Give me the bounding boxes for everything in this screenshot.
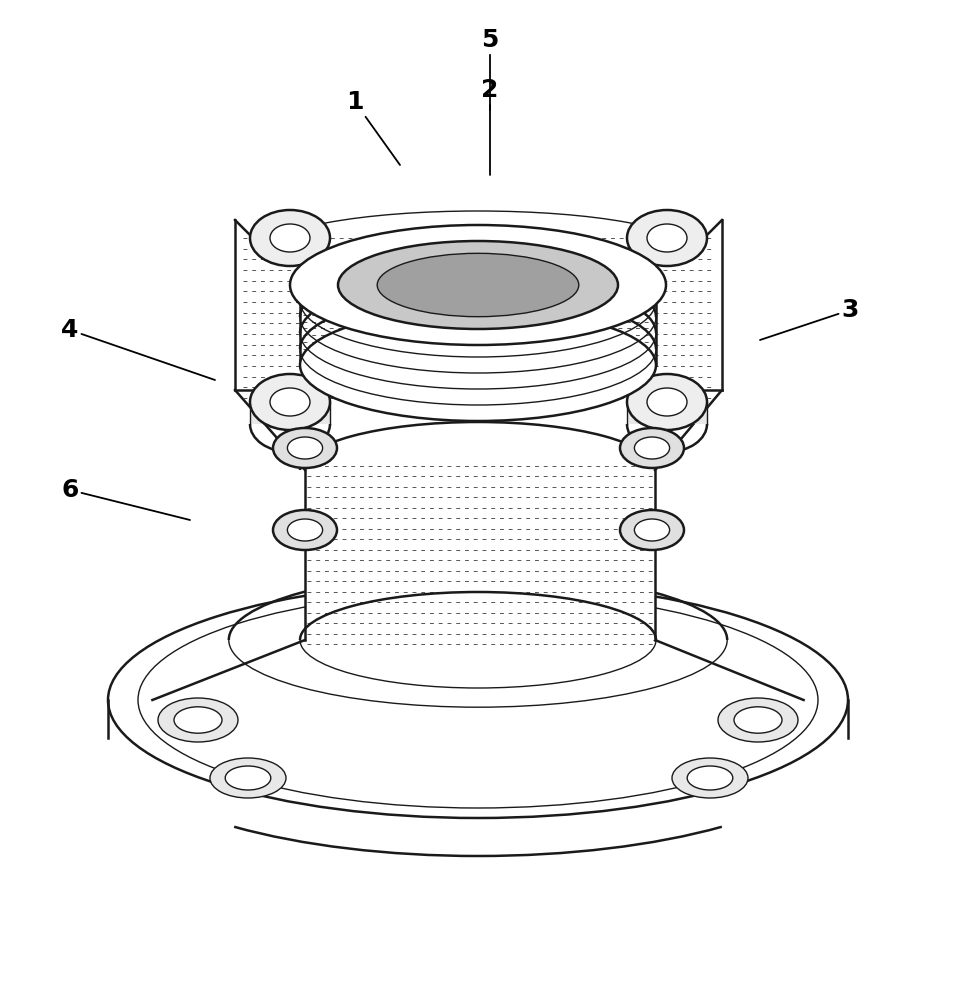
Ellipse shape (273, 510, 337, 550)
Ellipse shape (338, 241, 618, 329)
Ellipse shape (210, 758, 286, 798)
Text: 4: 4 (61, 318, 215, 380)
Ellipse shape (250, 374, 330, 430)
Ellipse shape (290, 225, 666, 345)
Text: 5: 5 (481, 28, 499, 110)
Polygon shape (235, 220, 722, 390)
Ellipse shape (627, 374, 707, 430)
Ellipse shape (620, 428, 684, 468)
Polygon shape (627, 402, 707, 424)
Ellipse shape (158, 698, 238, 742)
Ellipse shape (672, 758, 748, 798)
Ellipse shape (688, 766, 732, 790)
Ellipse shape (647, 224, 687, 252)
Text: 3: 3 (760, 298, 859, 340)
Ellipse shape (108, 582, 848, 818)
Ellipse shape (647, 388, 687, 416)
Text: 2: 2 (481, 78, 499, 175)
Ellipse shape (270, 224, 310, 252)
Ellipse shape (287, 519, 323, 541)
Polygon shape (250, 402, 330, 424)
Ellipse shape (718, 698, 798, 742)
Text: 1: 1 (347, 90, 400, 165)
Ellipse shape (634, 437, 669, 459)
Ellipse shape (377, 253, 579, 317)
Ellipse shape (270, 388, 310, 416)
Ellipse shape (250, 210, 330, 266)
Polygon shape (305, 470, 655, 640)
Ellipse shape (287, 437, 323, 459)
Ellipse shape (620, 510, 684, 550)
Text: 6: 6 (61, 478, 190, 520)
Ellipse shape (174, 707, 222, 733)
Ellipse shape (734, 707, 782, 733)
Polygon shape (300, 285, 656, 365)
Ellipse shape (634, 519, 669, 541)
Ellipse shape (225, 766, 271, 790)
Ellipse shape (627, 210, 707, 266)
Ellipse shape (300, 309, 656, 421)
Ellipse shape (273, 428, 337, 468)
